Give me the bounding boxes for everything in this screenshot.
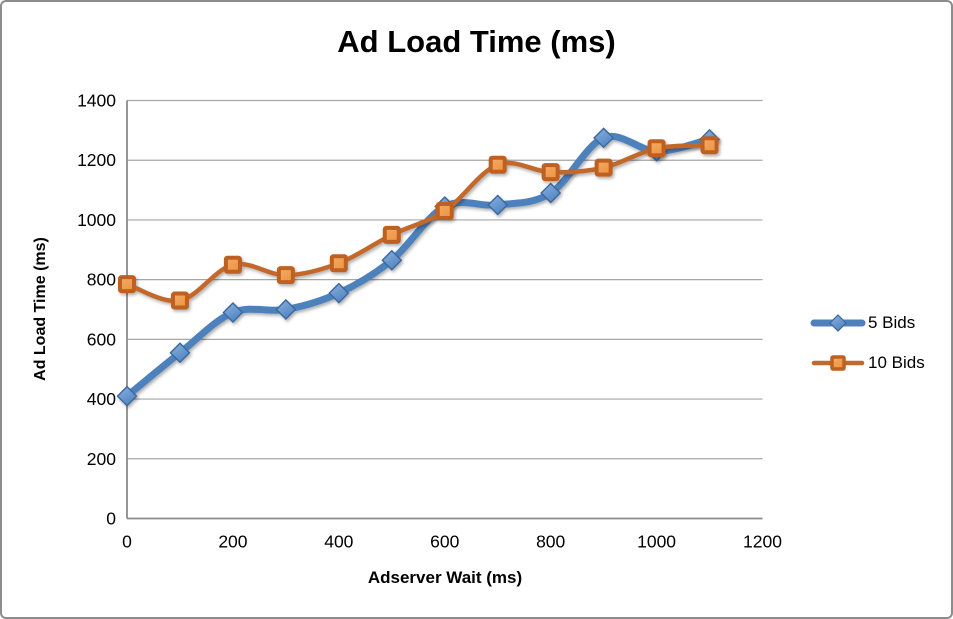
legend: 5 Bids 10 Bids [810, 310, 925, 376]
y-axis-title: Ad Load Time (ms) [32, 237, 49, 381]
legend-label: 10 Bids [868, 353, 925, 372]
series-5-bids [116, 127, 721, 407]
series-line-5-bids [123, 132, 713, 400]
data-point-marker-square [594, 158, 613, 177]
data-point-marker-square [700, 136, 719, 155]
y-tick-label-400: 400 [87, 389, 116, 409]
data-point-marker-diamond [169, 342, 191, 364]
x-tick-label-400: 400 [324, 532, 353, 552]
data-point-marker-diamond [381, 249, 403, 271]
data-point-marker-diamond [593, 127, 615, 149]
y-tick-label-1000: 1000 [77, 210, 116, 230]
y-tick-label-200: 200 [87, 449, 116, 469]
y-tick-label-600: 600 [87, 329, 116, 349]
legend-label: 5 Bids [868, 313, 916, 332]
data-point-marker-square [382, 225, 401, 244]
data-point-marker-diamond [328, 282, 350, 304]
data-point-marker-square [329, 254, 348, 273]
data-point-marker-square [170, 291, 189, 310]
x-tick-label-800: 800 [536, 532, 565, 552]
legend-item-10-bids: 10 Bids [810, 350, 925, 376]
y-tick-label-1200: 1200 [77, 150, 116, 170]
series-line-10-bids [124, 143, 712, 304]
x-tick-label-0: 0 [122, 532, 132, 552]
x-tick-label-600: 600 [430, 532, 459, 552]
series-10-bids [118, 136, 719, 310]
data-point-marker-diamond [540, 182, 562, 204]
data-point-marker-diamond [275, 299, 297, 320]
data-point-marker-diamond [222, 301, 244, 323]
legend-item-5-bids: 5 Bids [810, 310, 925, 336]
data-point-marker-square [223, 255, 242, 274]
x-tick-label-1200: 1200 [743, 532, 782, 552]
chart-title: Ad Load Time (ms) [337, 24, 616, 59]
y-tick-label-0: 0 [106, 509, 116, 529]
data-point-marker-square [118, 275, 136, 294]
y-tick-label-1400: 1400 [77, 91, 116, 111]
data-point-marker-diamond [116, 385, 138, 407]
data-point-marker-diamond [487, 194, 509, 216]
legend-marker-diamond-icon [810, 314, 866, 332]
data-point-marker-square [435, 201, 454, 220]
x-tick-label-1000: 1000 [637, 532, 676, 552]
data-point-marker-square [647, 139, 666, 158]
x-axis-title: Adserver Wait (ms) [367, 568, 523, 587]
legend-marker-square-icon [811, 355, 865, 371]
data-point-marker-square [276, 266, 295, 285]
data-point-marker-square [488, 155, 507, 174]
data-point-marker-square [541, 163, 560, 182]
x-tick-label-200: 200 [218, 532, 247, 552]
y-tick-label-800: 800 [87, 270, 116, 290]
